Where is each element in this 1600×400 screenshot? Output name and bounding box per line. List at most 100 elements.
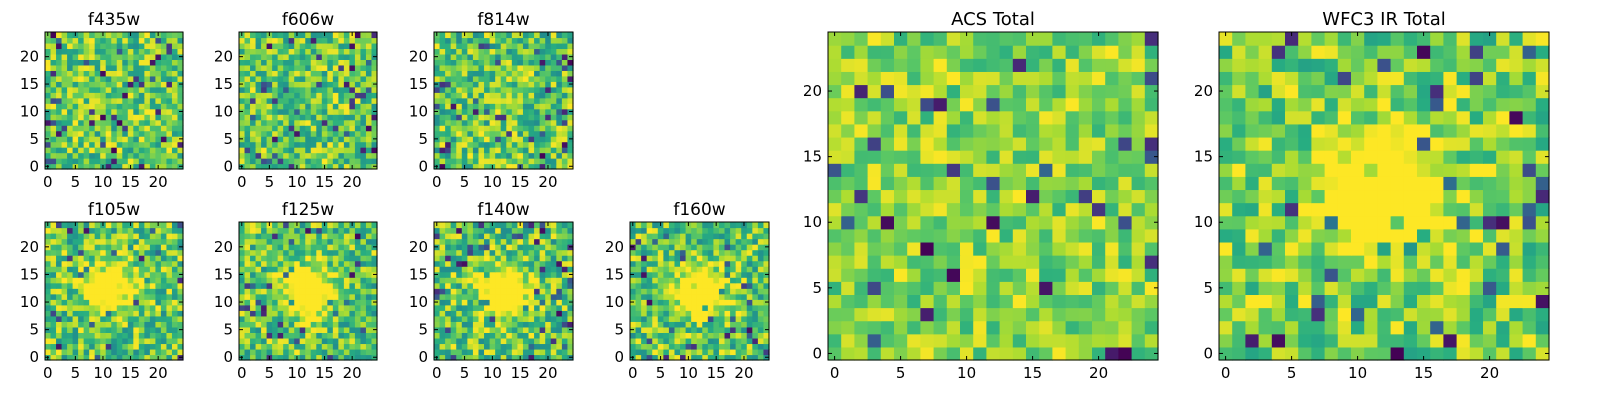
heatmap-cell: [854, 215, 869, 230]
heatmap-cell: [506, 255, 513, 262]
heatmap-cell: [332, 48, 339, 55]
heatmap-cell: [757, 337, 765, 345]
heatmap-cell: [439, 75, 446, 82]
heatmap-cell: [461, 53, 468, 60]
heatmap-cell: [360, 70, 367, 77]
heatmap-cell: [94, 348, 101, 356]
heatmap-cell: [332, 304, 339, 311]
heatmap-cell: [78, 114, 85, 121]
heatmap-cell: [986, 281, 1001, 295]
heatmap-cell: [321, 227, 328, 234]
heatmap-cell: [674, 321, 681, 328]
heatmap-cell: [266, 37, 273, 44]
heatmap-cell: [155, 244, 162, 251]
heatmap-cell: [973, 268, 987, 282]
heatmap-cell: [489, 238, 496, 245]
heatmap-cell: [277, 337, 284, 345]
heatmap-cell: [288, 244, 295, 251]
heatmap-cell: [116, 326, 123, 333]
heatmap-cell: [528, 37, 535, 44]
heatmap-cell: [528, 332, 535, 339]
heatmap-cell: [657, 304, 664, 311]
heatmap-cell: [266, 271, 273, 278]
heatmap-cell: [338, 299, 345, 306]
heatmap-cell: [907, 255, 921, 269]
heatmap-cell: [149, 326, 156, 333]
heatmap-cell: [528, 32, 535, 39]
heatmap-cell: [177, 103, 184, 110]
heatmap-cell: [100, 92, 107, 99]
heatmap-cell: [718, 277, 726, 284]
heatmap-cell: [327, 304, 334, 311]
heatmap-cell: [495, 315, 502, 322]
heatmap-cell: [338, 260, 345, 267]
heatmap-cell: [305, 37, 312, 44]
heatmap-cell: [489, 277, 496, 284]
heatmap-cell: [105, 81, 112, 88]
heatmap-cell: [116, 130, 123, 137]
heatmap-cell: [288, 310, 295, 317]
heatmap-cell: [539, 147, 546, 154]
heatmap-cell: [294, 255, 301, 262]
heatmap-cell: [567, 260, 574, 267]
heatmap-cell: [511, 260, 518, 267]
heatmap-cell: [867, 163, 882, 177]
heatmap-cell: [439, 244, 446, 251]
heatmap-cell: [45, 343, 52, 350]
heatmap-cell: [277, 343, 284, 350]
heatmap-cell: [138, 266, 145, 273]
heatmap-cell: [752, 282, 759, 289]
heatmap-cell: [724, 343, 731, 350]
heatmap-cell: [94, 64, 101, 71]
heatmap-cell: [133, 125, 140, 132]
heatmap-cell: [105, 255, 112, 262]
heatmap-cell: [550, 233, 557, 240]
heatmap-cell: [545, 119, 552, 126]
heatmap-cell: [277, 255, 284, 262]
heatmap-cell: [702, 348, 709, 356]
heatmap-cell: [506, 304, 513, 311]
heatmap-cell: [105, 147, 112, 154]
heatmap-cell: [718, 238, 726, 245]
heatmap-cell: [484, 158, 491, 165]
heatmap-cell: [1105, 281, 1119, 295]
heatmap-cell: [718, 293, 726, 300]
heatmap-cell: [144, 326, 151, 333]
heatmap-cell: [371, 227, 378, 234]
heatmap-cell: [556, 227, 563, 234]
heatmap-cell: [239, 37, 246, 44]
heatmap-cell: [94, 108, 101, 115]
heatmap-cell: [155, 103, 162, 110]
heatmap-cell: [283, 158, 290, 165]
heatmap-cell: [133, 266, 140, 273]
heatmap-cell: [365, 64, 373, 71]
heatmap-cell: [266, 337, 273, 345]
heatmap-cell: [67, 37, 74, 44]
heatmap-cell: [266, 304, 273, 311]
heatmap-cell: [973, 255, 987, 269]
heatmap-cell: [763, 288, 770, 295]
heatmap-cell: [305, 277, 312, 284]
heatmap-cell: [450, 271, 457, 278]
heatmap-cell: [522, 119, 530, 126]
heatmap-cell: [1065, 333, 1080, 348]
heatmap-cell: [539, 158, 546, 165]
heatmap-cell: [511, 158, 518, 165]
heatmap-cell: [1078, 294, 1093, 309]
heatmap-cell: [122, 315, 129, 322]
heatmap-cell: [534, 141, 541, 148]
heatmap-cell: [316, 304, 323, 311]
heatmap-cell: [920, 294, 935, 309]
heatmap-cell: [365, 348, 373, 356]
heatmap-cell: [707, 321, 714, 328]
heatmap-cell: [160, 141, 168, 148]
heatmap-cell: [343, 70, 350, 77]
heatmap-cell: [478, 299, 485, 306]
heatmap-cell: [94, 315, 101, 322]
heatmap-cell: [305, 152, 312, 159]
heatmap-cell: [741, 266, 748, 273]
heatmap-cell: [316, 326, 323, 333]
heatmap-cell: [450, 37, 457, 44]
heatmap-cell: [685, 244, 692, 251]
y-tick-label: 0: [418, 348, 428, 366]
